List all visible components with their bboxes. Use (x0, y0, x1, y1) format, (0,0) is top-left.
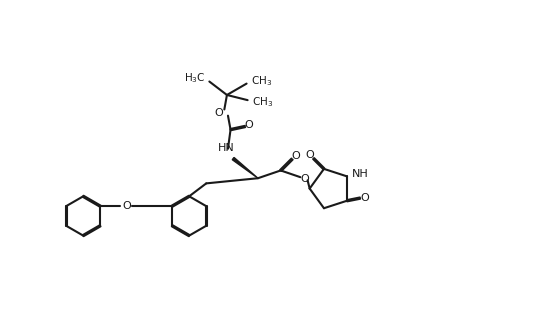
Text: O: O (306, 150, 315, 160)
Text: O: O (123, 201, 131, 211)
Text: H$_3$C: H$_3$C (184, 72, 206, 85)
Text: HN: HN (217, 143, 234, 153)
Text: CH$_3$: CH$_3$ (253, 95, 273, 109)
Text: O: O (292, 151, 301, 161)
Polygon shape (232, 157, 258, 178)
Text: CH$_3$: CH$_3$ (251, 74, 272, 89)
Text: NH: NH (352, 169, 369, 179)
Text: O: O (245, 120, 254, 130)
Text: O: O (360, 193, 369, 203)
Text: O: O (300, 174, 309, 184)
Text: O: O (214, 108, 223, 118)
